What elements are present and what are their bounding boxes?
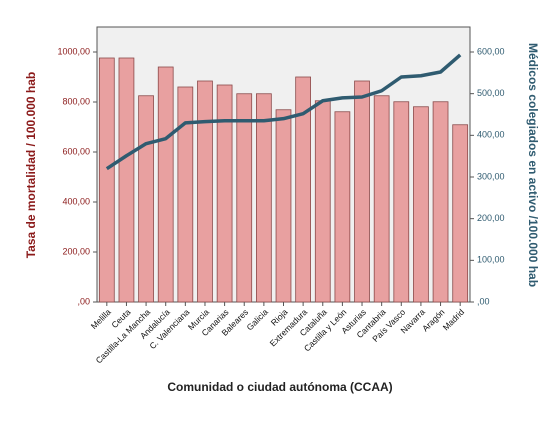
bar [197, 80, 213, 303]
bar [373, 95, 390, 303]
bar [118, 57, 135, 303]
bar [157, 66, 174, 303]
x-tick-label: Madrid [441, 307, 467, 333]
y-axis-label: Tasa de mortalidad / 100.000 hab [24, 72, 38, 259]
bar [354, 80, 370, 303]
bar [177, 86, 194, 303]
y-tick-label: 400,00 [62, 196, 90, 206]
y-tick-label: ,00 [77, 296, 90, 306]
x-tick-label: Aragón [420, 307, 447, 334]
line [105, 53, 462, 171]
y-tick-label: 1000,00 [57, 46, 90, 56]
bar [256, 93, 272, 303]
bar [413, 106, 429, 303]
y2-tick-label: 600,00 [477, 46, 505, 56]
y2-axis-label: Médicos colegiados en activo /100.000 ha… [526, 43, 540, 287]
bar [138, 95, 154, 303]
y2-tick-label: 200,00 [477, 213, 505, 223]
y2-tick-label: 400,00 [477, 130, 505, 140]
y2-tick-label: 500,00 [477, 88, 505, 98]
bar [275, 109, 292, 303]
y2-tick-label: ,00 [477, 296, 490, 306]
bar [334, 111, 351, 303]
bar [216, 84, 233, 303]
y2-tick-label: 300,00 [477, 171, 505, 181]
y-tick-label: 600,00 [62, 146, 90, 156]
bar [236, 93, 253, 303]
bar [98, 57, 115, 303]
x-tick-label: Galicia [244, 307, 270, 333]
y-tick-label: 200,00 [62, 246, 90, 256]
x-axis-label: Comunidad o ciudad autónoma (CCAA) [167, 380, 392, 394]
y2-tick-label: 100,00 [477, 255, 505, 265]
y-tick-label: 800,00 [62, 96, 90, 106]
bar [393, 101, 410, 303]
bar [452, 124, 469, 303]
bar [314, 100, 331, 303]
bar [432, 101, 449, 303]
x-tick-label: Melilla [89, 307, 113, 331]
